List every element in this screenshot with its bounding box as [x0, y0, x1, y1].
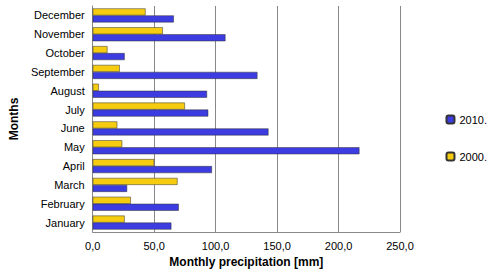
svg-text:Months: Months [7, 97, 21, 140]
svg-text:October: October [46, 47, 85, 59]
svg-text:100,0: 100,0 [202, 240, 230, 252]
svg-text:August: August [50, 85, 84, 97]
svg-text:December: December [34, 9, 85, 21]
svg-text:0,0: 0,0 [85, 240, 100, 252]
svg-text:2010.: 2010. [459, 114, 487, 126]
svg-text:April: April [63, 160, 85, 172]
svg-text:150,0: 150,0 [263, 240, 291, 252]
svg-text:September: September [31, 66, 85, 78]
svg-text:February: February [41, 198, 86, 210]
svg-text:Monthly precipitation [mm]: Monthly precipitation [mm] [169, 255, 323, 269]
svg-text:250,0: 250,0 [386, 240, 414, 252]
svg-text:June: June [61, 122, 85, 134]
svg-text:July: July [65, 104, 85, 116]
svg-text:May: May [64, 141, 85, 153]
svg-text:50,0: 50,0 [143, 240, 164, 252]
svg-text:November: November [34, 28, 85, 40]
svg-text:January: January [46, 217, 86, 229]
svg-text:March: March [54, 179, 85, 191]
svg-text:200,0: 200,0 [325, 240, 353, 252]
svg-text:2000.: 2000. [459, 151, 487, 163]
